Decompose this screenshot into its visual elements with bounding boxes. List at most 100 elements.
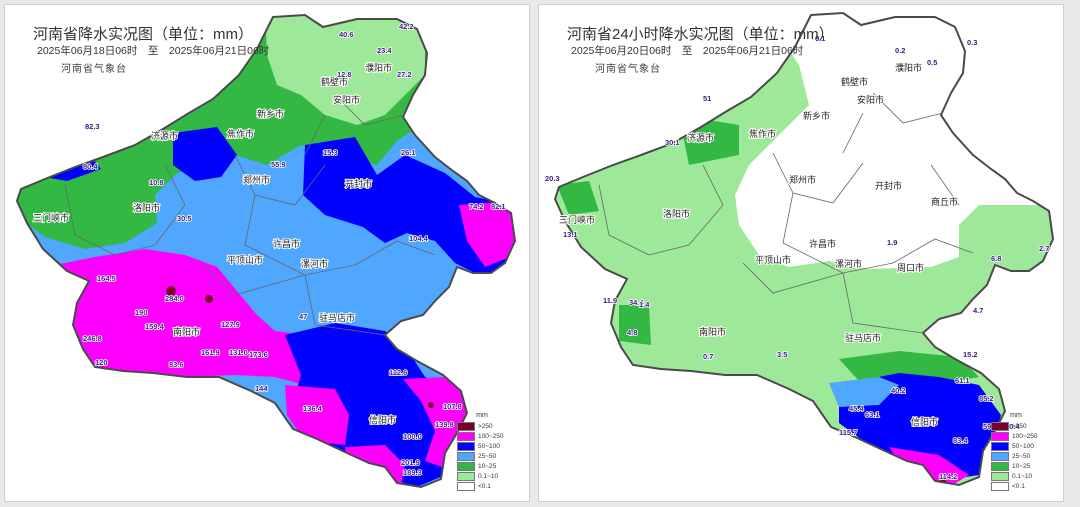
station-value: 4.7 [973, 306, 983, 315]
station-value: 26.1 [401, 148, 416, 157]
city-label: 焦作市 [749, 128, 776, 139]
city-label: 濮阳市 [365, 62, 392, 73]
legend-item: 50~100 [991, 441, 1041, 451]
station-value: 40.2 [891, 386, 906, 395]
station-value: 27.2 [397, 70, 412, 79]
station-value: 114.2 [939, 472, 957, 481]
station-value: 47 [299, 312, 307, 321]
station-value: 100.0 [403, 432, 422, 441]
station-value: 144 [255, 384, 268, 393]
station-value: 13.1 [563, 230, 578, 239]
legend-swatch [457, 471, 475, 481]
city-label: 新乡市 [257, 108, 284, 119]
city-label: 郑州市 [789, 174, 816, 185]
station-value: 1.9 [887, 238, 897, 247]
station-value: 115.7 [839, 428, 857, 437]
legend-item: 10~25 [991, 461, 1041, 471]
map-date-range: 2025年06月20日06时 至 2025年06月21日06时 [571, 45, 804, 57]
station-value: 82.1 [491, 202, 506, 211]
city-label: 南阳市 [173, 326, 200, 337]
legend-item: 10~25 [457, 461, 507, 471]
station-value: 284.0 [165, 294, 184, 303]
legend-swatch [457, 421, 475, 431]
station-value: 4.8 [627, 328, 637, 337]
station-value: 164.5 [97, 274, 116, 283]
map-agency: 河南省气象台 [61, 64, 127, 75]
station-value: 51 [703, 94, 711, 103]
station-value: 0.2 [895, 46, 905, 55]
station-value: 59.1 [983, 422, 998, 431]
legend-item: 0.1~10 [991, 471, 1041, 481]
city-label: 许昌市 [809, 238, 836, 249]
city-label: 信阳市 [911, 416, 938, 427]
station-value: 161.9 [201, 348, 220, 357]
station-value: 127.9 [221, 320, 240, 329]
station-value: 112.6 [389, 368, 407, 377]
station-value: 159.4 [145, 322, 165, 331]
station-value: 40.6 [339, 30, 354, 39]
city-label: 漯河市 [301, 258, 328, 269]
legend-label: >250 [478, 422, 493, 430]
city-label: 信阳市 [369, 414, 396, 425]
station-value: 201.9 [401, 458, 420, 467]
station-value: 11.9 [603, 296, 617, 305]
legend-swatch [457, 451, 475, 461]
legend-item: >250 [457, 421, 507, 431]
station-value: 0.5 [927, 58, 937, 67]
city-label: 开封市 [875, 180, 902, 191]
legend-label: >250 [1012, 422, 1027, 430]
station-value: 131.0 [229, 348, 248, 357]
station-value: 83.6 [169, 360, 184, 369]
station-value: 15.3 [323, 148, 338, 157]
legend-label: 50~100 [1012, 442, 1034, 450]
legend-swatch [457, 441, 475, 451]
station-value: 85.2 [979, 394, 994, 403]
legend-swatch [991, 481, 1009, 491]
legend-item: 100~250 [991, 431, 1041, 441]
legend-swatch [991, 451, 1009, 461]
station-value: 34.4 [629, 298, 644, 307]
station-value: 55.9 [271, 160, 286, 169]
station-value: 61.1 [955, 376, 970, 385]
station-value: 190 [135, 308, 148, 317]
station-value: 189.3 [403, 468, 422, 477]
city-label: 平顶山市 [227, 254, 263, 265]
station-value: 63.1 [865, 410, 880, 419]
city-label: 濮阳市 [895, 62, 922, 73]
city-label: 洛阳市 [133, 202, 160, 213]
station-value: 139.8 [435, 420, 454, 429]
station-value: 74.2 [469, 202, 484, 211]
legend-swatch [991, 461, 1009, 471]
city-label: 驻马店市 [319, 312, 355, 323]
legend-swatch [991, 471, 1009, 481]
station-value: 42.2 [399, 22, 414, 31]
station-value: 6.8 [991, 254, 1001, 263]
station-value: 173.6 [249, 350, 268, 359]
legend-swatch [991, 441, 1009, 451]
legend-item: 25~50 [457, 451, 507, 461]
station-value: 107.8 [443, 402, 462, 411]
map-agency: 河南省气象台 [595, 64, 661, 75]
station-value: 3.5 [777, 350, 787, 359]
city-label: 新乡市 [803, 110, 830, 121]
station-value: 12.8 [337, 70, 352, 79]
city-label: 周口市 [897, 262, 924, 273]
legend-unit: mm [1010, 412, 1022, 419]
legend-unit: mm [476, 412, 488, 419]
station-value: 80.4 [83, 162, 98, 171]
city-label: 安阳市 [857, 94, 884, 105]
city-label: 郑州市 [243, 174, 270, 185]
legend-label: 0.1~10 [1012, 472, 1033, 480]
city-label: 商丘市 [931, 196, 958, 207]
city-label: 洛阳市 [663, 208, 690, 219]
city-label: 济源市 [687, 132, 714, 143]
station-value: 136.4 [303, 404, 323, 413]
map-panel-3day: 三门峡市 洛阳市 济源市 焦作市 新乡市 安阳市 鹤壁市 濮阳市 开封市 郑州市 许昌市 平顶山市 漯河… [4, 4, 530, 502]
station-value: 246.8 [83, 334, 102, 343]
legend-label: 10~25 [1012, 462, 1031, 470]
station-value: 0.1 [815, 34, 825, 43]
station-value: 120 [95, 358, 108, 367]
legend-item: 0.1~10 [457, 471, 507, 481]
city-label: 平顶山市 [755, 254, 791, 265]
